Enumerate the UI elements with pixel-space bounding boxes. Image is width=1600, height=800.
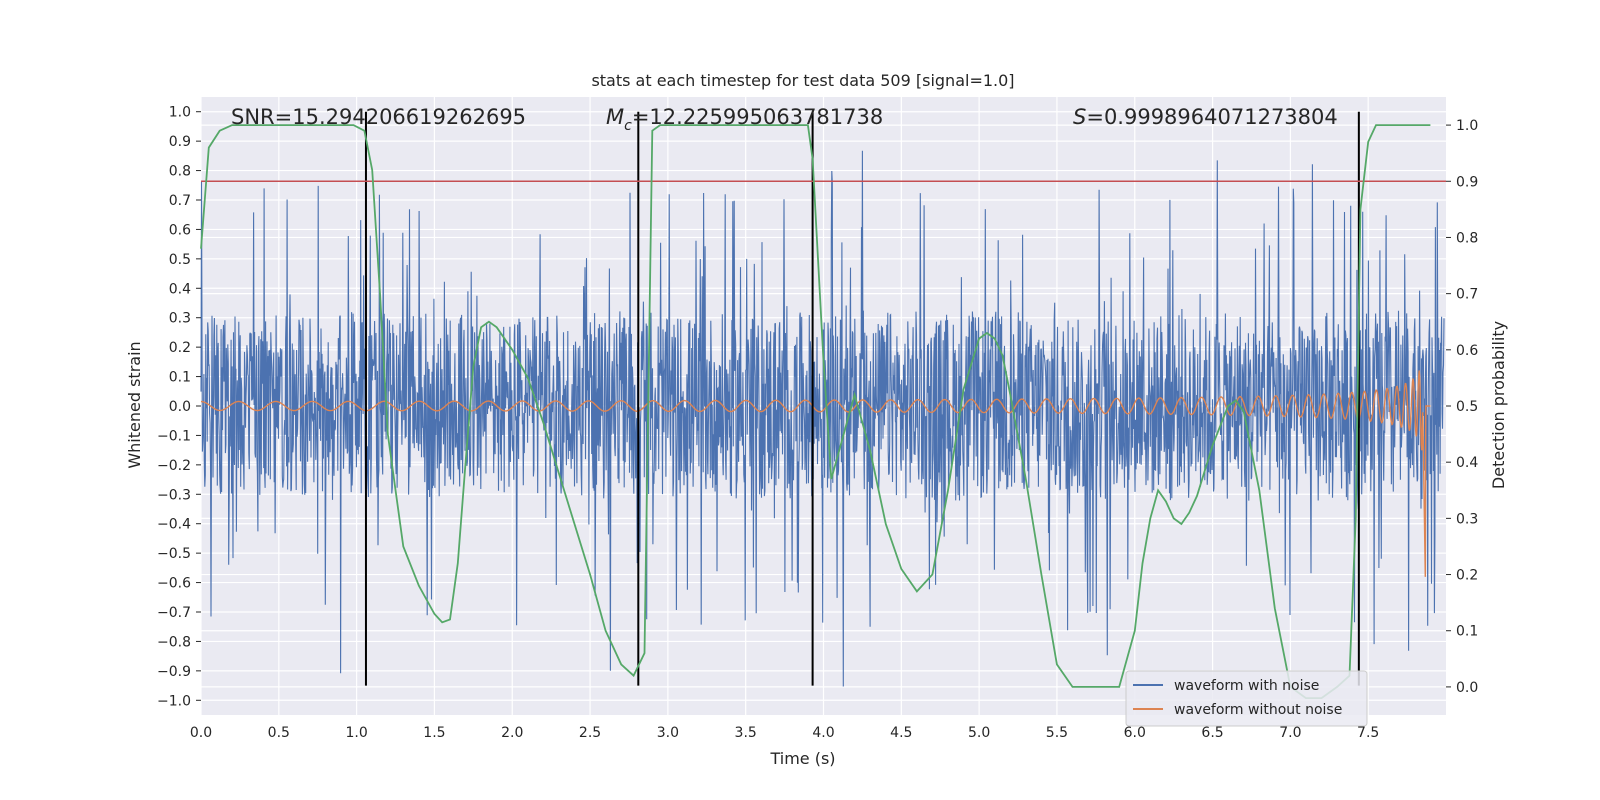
y-tick-label: 0.1 — [169, 370, 191, 386]
y-right-tick-label: 0.6 — [1456, 343, 1478, 359]
legend-box — [1125, 670, 1368, 727]
x-axis-ticks: 0.0 0.5 1.0 1.5 2.0 2.5 3.0 3.5 4.0 4.5 5.0 5.5 6.0 6… — [190, 725, 1379, 741]
chirp-mass-symbol: M — [606, 105, 624, 129]
vertical-markers — [364, 111, 1360, 686]
chirp-mass-subscript: c — [624, 118, 632, 134]
y-right-axis-ticks: 1.0 0.9 0.8 0.7 0.6 0.5 0.4 0.3 0.2 0.1 0.0 — [1446, 118, 1478, 696]
x-tick-label: 6.0 — [1124, 725, 1146, 741]
x-tick-label: 3.5 — [735, 725, 757, 741]
y-right-tick-label: 0.2 — [1456, 568, 1478, 584]
x-axis-label: Time (s) — [769, 749, 835, 768]
y-right-tick-label: 1.0 — [1456, 118, 1478, 134]
y-tick-label: 0.7 — [169, 193, 191, 209]
noise-waveform-line — [200, 150, 1445, 687]
x-tick-label: 0.0 — [190, 725, 212, 741]
legend-label-clean: waveform without noise — [1174, 702, 1342, 718]
y-tick-label: −0.2 — [157, 458, 191, 474]
x-tick-label: 2.5 — [579, 725, 601, 741]
y-tick-label: 0.3 — [169, 311, 191, 327]
y-tick-label: −1.0 — [157, 693, 191, 709]
x-tick-label: 4.5 — [890, 725, 912, 741]
x-tick-label: 4.0 — [812, 725, 834, 741]
y-tick-label: −0.7 — [157, 605, 191, 621]
y-tick-label: 0.4 — [169, 281, 191, 297]
y-right-tick-label: 0.9 — [1456, 174, 1478, 190]
x-tick-label: 6.5 — [1201, 725, 1223, 741]
y-tick-label: −0.6 — [157, 576, 191, 592]
y-right-tick-label: 0.0 — [1456, 680, 1478, 696]
y-tick-label: −0.5 — [157, 546, 191, 562]
y-right-tick-label: 0.7 — [1456, 287, 1478, 303]
score-symbol: S — [1073, 105, 1086, 129]
y-tick-label: −0.4 — [157, 517, 191, 533]
y-tick-label: −0.3 — [157, 487, 191, 503]
x-tick-label: 3.0 — [657, 725, 679, 741]
y-tick-label: 0.2 — [169, 340, 191, 356]
x-tick-label: 5.5 — [1046, 725, 1068, 741]
y-right-tick-label: 0.8 — [1456, 230, 1478, 246]
y-tick-label: 0.5 — [169, 252, 191, 268]
y-tick-label: −0.8 — [157, 634, 191, 650]
chirp-mass-annotation: Mc=12.225995063781738 — [606, 105, 883, 134]
detection-probability-line — [200, 124, 1431, 699]
x-tick-label: 2.0 — [501, 725, 523, 741]
score-value: =0.9998964071273804 — [1086, 105, 1337, 129]
chart-title: stats at each timestep for test data 509… — [591, 71, 1014, 90]
y-tick-label: 0.0 — [169, 399, 191, 415]
y-tick-label: 0.8 — [169, 164, 191, 180]
y-tick-label: −0.9 — [157, 664, 191, 680]
clean-waveform-series — [201, 370, 1431, 577]
legend: waveform with noise waveform without noi… — [1125, 670, 1368, 727]
x-tick-label: 7.5 — [1357, 725, 1379, 741]
x-tick-label: 1.0 — [345, 725, 367, 741]
legend-label-noise: waveform with noise — [1174, 678, 1319, 694]
probability-series — [200, 124, 1431, 699]
x-tick-label: 1.5 — [423, 725, 445, 741]
y-tick-label: −0.1 — [157, 428, 191, 444]
snr-annotation: SNR=15.294206619262695 — [231, 105, 526, 129]
chirp-mass-value: =12.225995063781738 — [632, 105, 883, 129]
score-annotation: S=0.9998964071273804 — [1073, 105, 1338, 129]
y-tick-label: 1.0 — [169, 105, 191, 121]
y-axis-ticks: 1.0 0.9 0.8 0.7 0.6 0.5 0.4 0.3 0.2 0.1 0.0 −0.1 −0.… — [157, 105, 201, 709]
y-right-tick-label: 0.1 — [1456, 624, 1478, 640]
y-tick-label: 0.9 — [169, 134, 191, 150]
y-tick-label: 0.6 — [169, 222, 191, 238]
y-right-tick-label: 0.3 — [1456, 511, 1478, 527]
x-tick-label: 0.5 — [268, 725, 290, 741]
clean-waveform-line — [201, 370, 1431, 577]
y-right-tick-label: 0.4 — [1456, 455, 1478, 471]
y-axis-label: Whitened strain — [125, 341, 144, 468]
x-tick-label: 5.0 — [968, 725, 990, 741]
noise-waveform-series — [200, 150, 1445, 687]
y-right-tick-label: 0.5 — [1456, 399, 1478, 415]
y-right-axis-label: Detection probability — [1489, 321, 1508, 489]
x-tick-label: 7.0 — [1279, 725, 1301, 741]
